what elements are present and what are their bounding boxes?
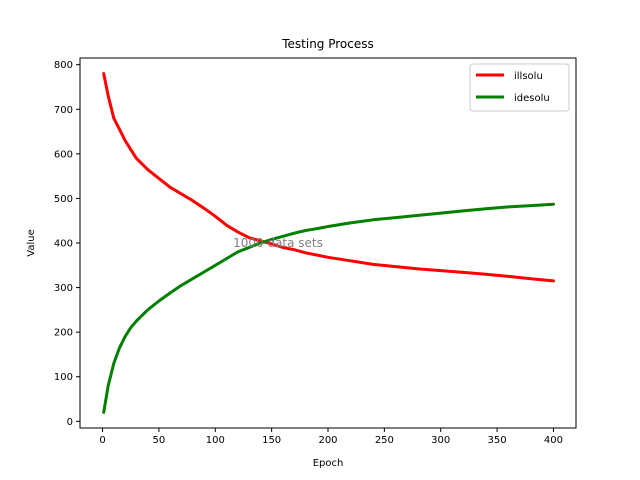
x-axis: 0 50 100 150 200 250 300 350 400 [99, 428, 563, 446]
y-tick-label: 800 [54, 60, 73, 71]
y-tick-label: 300 [54, 283, 73, 294]
series-layer [102, 72, 555, 414]
legend-label-illsolu: illsolu [514, 71, 543, 82]
y-tick-label: 100 [54, 372, 73, 383]
series-line-idesolu [102, 202, 555, 414]
y-tick-label: 0 [67, 417, 73, 428]
x-tick-label: 150 [262, 435, 281, 446]
x-tick-label: 400 [544, 435, 563, 446]
x-tick-label: 250 [375, 435, 394, 446]
x-tick-label: 300 [431, 435, 450, 446]
x-tick-label: 200 [318, 435, 337, 446]
y-tick-label: 400 [54, 239, 73, 250]
y-tick-label: 500 [54, 194, 73, 205]
x-tick-label: 0 [99, 435, 105, 446]
chart-title: Testing Process [281, 37, 374, 51]
x-tick-label: 100 [206, 435, 225, 446]
series-line-illsolu [102, 72, 555, 283]
legend-label-idesolu: idesolu [514, 93, 550, 104]
legend: illsolu idesolu [469, 63, 570, 112]
y-tick-label: 600 [54, 149, 73, 160]
y-axis-label: Value [26, 229, 37, 256]
x-tick-label: 50 [153, 435, 166, 446]
chart-annotation: 1000 data sets [233, 236, 323, 250]
x-axis-label: Epoch [313, 458, 344, 469]
y-axis: 0 100 200 300 400 500 600 700 800 [54, 60, 80, 428]
x-tick-label: 350 [488, 435, 507, 446]
y-tick-label: 200 [54, 328, 73, 339]
y-tick-label: 700 [54, 105, 73, 116]
